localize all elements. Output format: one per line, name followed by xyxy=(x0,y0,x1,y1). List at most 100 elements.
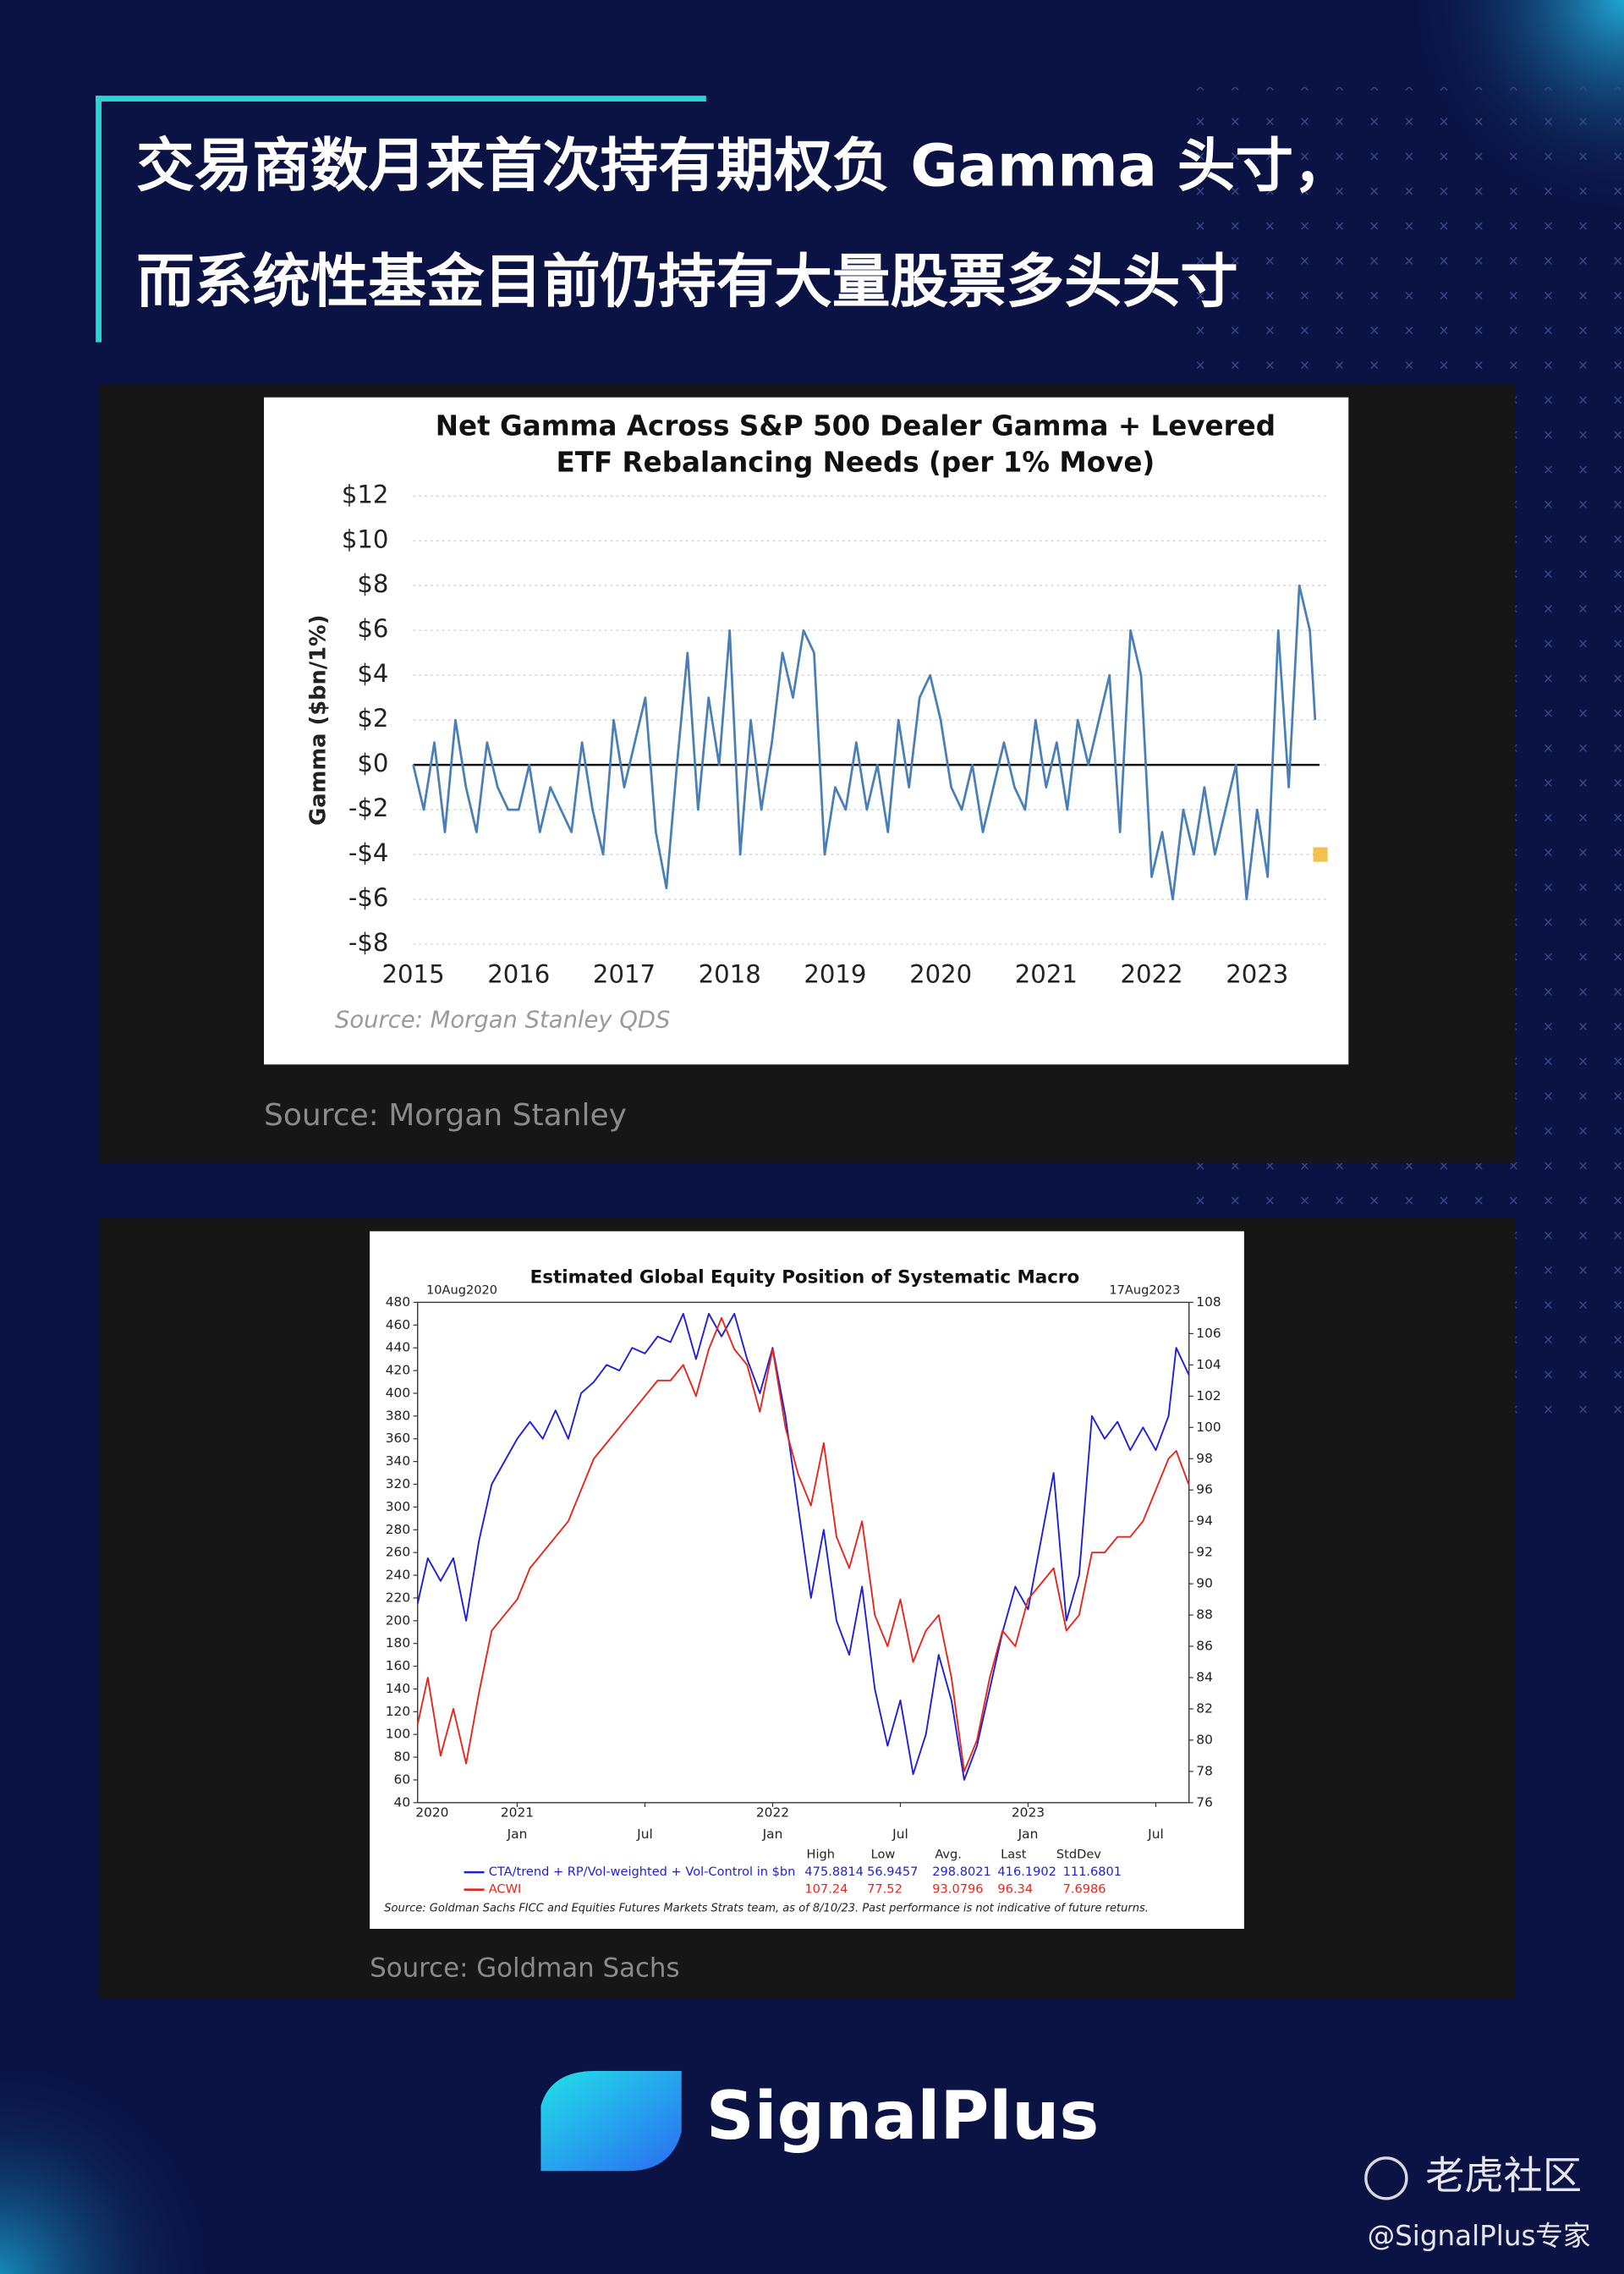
y2-tick-label: 84 xyxy=(1196,1669,1213,1684)
x-year-label: 2021 xyxy=(501,1804,534,1820)
caption: Source: Morgan Stanley xyxy=(264,1098,627,1133)
y2-tick-label: 102 xyxy=(1196,1388,1221,1403)
header-bar xyxy=(96,96,102,343)
stats-value: 96.34 xyxy=(997,1882,1033,1897)
x-year-label: 2023 xyxy=(1012,1804,1045,1820)
stats-value: 416.1902 xyxy=(997,1865,1056,1879)
y-tick-label: 280 xyxy=(386,1522,410,1537)
legend-label: CTA/trend + RP/Vol-weighted + Vol-Contro… xyxy=(489,1865,796,1879)
x-tick-label: 2020 xyxy=(909,960,972,989)
caption: Source: Goldman Sachs xyxy=(370,1953,679,1984)
chart-box xyxy=(264,397,1349,1065)
x-tick-label: 2019 xyxy=(804,960,866,989)
y-tick-label: $12 xyxy=(342,480,389,508)
y2-tick-label: 92 xyxy=(1196,1545,1213,1560)
y-tick-label: $10 xyxy=(342,525,389,553)
y-tick-label: -$8 xyxy=(348,928,389,957)
data-line xyxy=(412,584,1317,901)
logo-icon xyxy=(540,2071,682,2172)
x-tick-label: 2015 xyxy=(382,960,445,989)
stats-value: 107.24 xyxy=(804,1882,848,1897)
x-tick-label: Jul xyxy=(1147,1826,1164,1842)
x-tick-label: 2021 xyxy=(1015,960,1078,989)
stats-header: Low xyxy=(871,1848,896,1862)
y-tick-label: $4 xyxy=(357,659,388,688)
logo-text: SignalPlus xyxy=(706,2077,1099,2155)
x-year-label: 2020 xyxy=(415,1804,448,1820)
x-tick-label: Jan xyxy=(507,1826,528,1842)
chart-title: Net Gamma Across S&P 500 Dealer Gamma + … xyxy=(436,410,1276,442)
date-label: 10Aug2020 xyxy=(426,1283,497,1298)
y-tick-label: $2 xyxy=(357,704,388,733)
chart-title: Estimated Global Equity Position of Syst… xyxy=(530,1266,1079,1288)
y2-tick-label: 76 xyxy=(1196,1794,1213,1810)
y2-tick-label: 96 xyxy=(1196,1482,1213,1497)
header-bar xyxy=(96,96,706,102)
stats-value: 111.6801 xyxy=(1063,1865,1122,1879)
y2-tick-label: 108 xyxy=(1196,1294,1221,1310)
chart-source: Source: Morgan Stanley QDS xyxy=(335,1007,670,1033)
y-tick-label: 220 xyxy=(386,1590,410,1605)
y-tick-label: 320 xyxy=(386,1476,410,1491)
y-tick-label: 80 xyxy=(394,1749,411,1765)
stats-value: 93.0796 xyxy=(932,1882,983,1897)
y2-tick-label: 88 xyxy=(1196,1607,1213,1623)
stats-value: 56.9457 xyxy=(867,1865,918,1879)
y-tick-label: 140 xyxy=(386,1681,410,1696)
y-tick-label: $6 xyxy=(357,614,388,643)
y2-tick-label: 80 xyxy=(1196,1732,1213,1747)
date-label: 17Aug2023 xyxy=(1109,1283,1180,1298)
y2-tick-label: 100 xyxy=(1196,1420,1221,1435)
y-axis-label: Gamma ($bn/1%) xyxy=(306,614,332,825)
x-tick-label: 2022 xyxy=(1120,960,1182,989)
y-tick-label: 460 xyxy=(386,1317,410,1332)
x-tick-label: 2023 xyxy=(1226,960,1288,989)
y2-tick-label: 86 xyxy=(1196,1639,1213,1654)
y-tick-label: 360 xyxy=(386,1431,410,1446)
y2-tick-label: 94 xyxy=(1196,1513,1213,1529)
y2-tick-label: 106 xyxy=(1196,1326,1221,1341)
stats-value: 298.8021 xyxy=(932,1865,991,1879)
chart-source: Source: Goldman Sachs FICC and Equities … xyxy=(384,1903,1149,1915)
y-tick-label: 440 xyxy=(386,1340,410,1355)
y-tick-label: 420 xyxy=(386,1363,410,1378)
x-tick-label: Jul xyxy=(892,1826,908,1842)
stats-header: Last xyxy=(1001,1848,1027,1862)
x-tick-label: 2018 xyxy=(699,960,761,989)
y-tick-label: 60 xyxy=(394,1771,411,1787)
y-tick-label: 300 xyxy=(386,1499,410,1514)
last-value-marker xyxy=(1313,847,1328,862)
chart-box xyxy=(370,1231,1244,1929)
header-title: 交易商数月来首次持有期权负 Gamma 头寸， xyxy=(136,133,1351,200)
y-tick-label: 40 xyxy=(394,1794,411,1810)
x-tick-label: Jan xyxy=(1018,1826,1039,1842)
stats-header: StdDev xyxy=(1056,1848,1101,1862)
data-line xyxy=(416,1312,1190,1781)
y-tick-label: $0 xyxy=(357,749,388,777)
data-line xyxy=(416,1316,1190,1772)
x-tick-label: 2016 xyxy=(487,960,550,989)
y-tick-label: 240 xyxy=(386,1568,410,1583)
y2-tick-label: 104 xyxy=(1196,1357,1221,1372)
x-tick-label: Jul xyxy=(636,1826,653,1842)
y-tick-label: 380 xyxy=(386,1408,410,1423)
stats-value: 77.52 xyxy=(867,1882,903,1897)
stats-header: Avg. xyxy=(935,1848,962,1862)
x-tick-label: 2017 xyxy=(593,960,656,989)
y-tick-label: 200 xyxy=(386,1612,410,1628)
x-year-label: 2022 xyxy=(756,1804,789,1820)
watermark-icon xyxy=(1364,2156,1408,2200)
y2-tick-label: 78 xyxy=(1196,1763,1213,1778)
y-tick-label: $8 xyxy=(357,569,388,598)
y-tick-label: -$4 xyxy=(348,838,389,867)
x-tick-label: Jan xyxy=(762,1826,783,1842)
y-tick-label: 180 xyxy=(386,1635,410,1651)
y-tick-label: -$6 xyxy=(348,883,389,912)
stats-value: 475.8814 xyxy=(804,1865,864,1879)
y2-tick-label: 98 xyxy=(1196,1451,1213,1466)
y-tick-label: 160 xyxy=(386,1658,410,1673)
legend-label: ACWI xyxy=(489,1882,522,1897)
y-tick-label: 340 xyxy=(386,1453,410,1469)
